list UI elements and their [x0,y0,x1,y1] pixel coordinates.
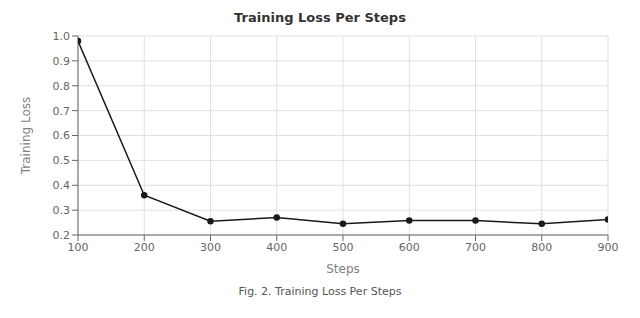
html-text:Training Loss Per Steps: Training Loss Per Steps [234,10,406,25]
svg-text:1.0: 1.0 [53,30,71,43]
svg-text:800: 800 [531,241,552,254]
svg-text:0.3: 0.3 [53,204,71,217]
html-text:Fig. 2. Training Loss Per Step: Fig. 2. Training Loss Per Steps [238,285,402,298]
svg-text:Steps: Steps [326,262,360,276]
svg-text:600: 600 [399,241,420,254]
svg-text:400: 400 [266,241,287,254]
svg-text:0.6: 0.6 [53,129,71,142]
svg-text:0.7: 0.7 [53,105,71,118]
svg-text:700: 700 [465,241,486,254]
svg-text:300: 300 [200,241,221,254]
svg-text:500: 500 [333,241,354,254]
svg-text:0.8: 0.8 [53,80,71,93]
svg-text:100: 100 [68,241,89,254]
svg-text:900: 900 [598,241,619,254]
svg-text:0.5: 0.5 [53,154,71,167]
svg-text:0.4: 0.4 [53,179,71,192]
svg-text:Training Loss: Training Loss [19,97,33,175]
svg-text:0.2: 0.2 [53,229,71,242]
svg-text:200: 200 [134,241,155,254]
svg-text:0.9: 0.9 [53,55,71,68]
